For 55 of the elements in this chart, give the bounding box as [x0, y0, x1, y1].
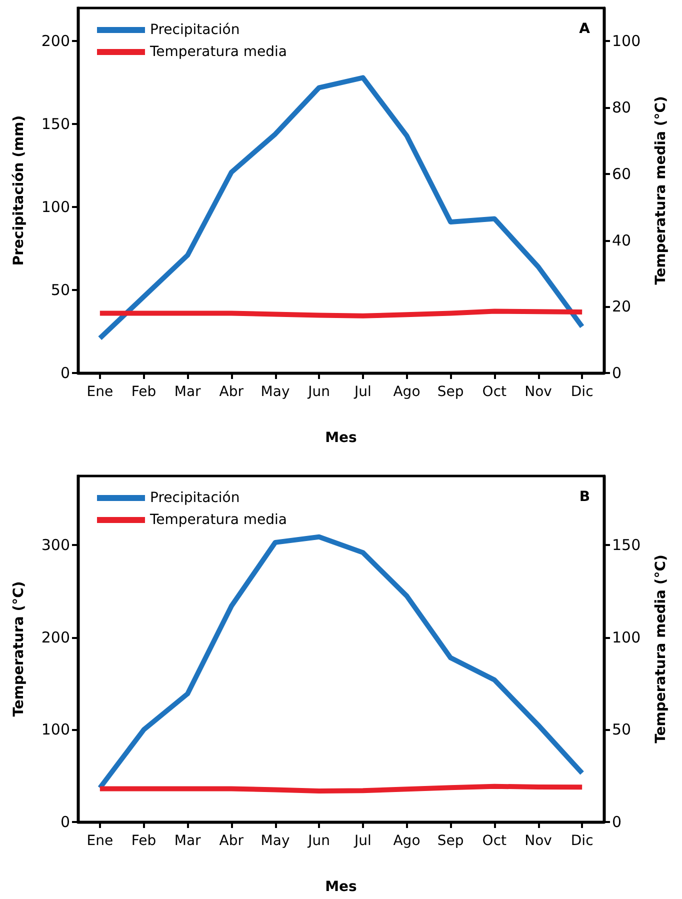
y-axis-title: Temperatura (°C)	[11, 581, 27, 717]
x-tick-label: Jul	[353, 384, 372, 400]
y-tick-label: 100	[41, 198, 70, 216]
x-tick-label: Nov	[524, 384, 552, 400]
x-tick-label: Sep	[437, 833, 464, 849]
legend-label: Temperatura media	[149, 512, 288, 528]
x-tick-label: Jun	[307, 833, 330, 849]
x-tick-label: Abr	[219, 384, 244, 400]
legend-label: Precipitación	[150, 22, 240, 38]
y-tick-label: 150	[41, 115, 70, 134]
x-tick-label: Dic	[570, 384, 594, 400]
x-tick-label: Dic	[570, 833, 594, 849]
x-tick-label: Mar	[174, 384, 202, 400]
x-tick-label: Feb	[131, 384, 156, 400]
x-tick-label: Ene	[86, 384, 114, 400]
y-tick-label: 50	[50, 281, 70, 300]
y-tick-label: 300	[41, 536, 70, 554]
y2-tick-label: 150	[612, 536, 641, 554]
x-tick-label: Feb	[131, 833, 156, 849]
x-tick-label: Ago	[393, 833, 420, 849]
y-tick-label: 200	[41, 628, 70, 646]
y2-axis-title: Temperatura media (°C)	[653, 554, 669, 744]
x-tick-label: May	[260, 384, 290, 400]
annotation: B	[579, 489, 590, 505]
x-tick-label: Jun	[307, 384, 330, 400]
y2-tick-label: 60	[612, 164, 632, 183]
y2-tick-label: 100	[612, 32, 641, 50]
y2-tick-label: 40	[612, 231, 632, 250]
x-tick-label: Mar	[174, 833, 202, 849]
legend-label: Temperatura media	[149, 44, 288, 60]
y2-tick-label: 50	[612, 720, 632, 739]
y-tick-label: 0	[60, 813, 70, 831]
y2-tick-label: 0	[612, 364, 622, 382]
x-axis-title: Mes	[325, 879, 357, 895]
x-tick-label: Oct	[482, 384, 508, 400]
x-tick-label: Sep	[437, 384, 464, 400]
y2-tick-label: 100	[612, 628, 641, 646]
y-tick-label: 200	[41, 32, 70, 50]
x-tick-label: May	[260, 833, 290, 849]
x-tick-label: Jul	[353, 833, 372, 849]
annotation: A	[579, 21, 590, 37]
x-tick-label: Nov	[524, 833, 552, 849]
x-axis-title: Mes	[325, 430, 357, 446]
x-tick-label: Oct	[482, 833, 508, 849]
y-tick-label: 0	[60, 364, 70, 382]
y2-tick-label: 20	[612, 298, 632, 316]
y-axis-title: Precipitación (mm)	[11, 115, 27, 266]
y2-axis-title: Temperatura media (°C)	[653, 96, 669, 285]
y2-tick-label: 80	[612, 98, 632, 117]
y2-tick-label: 0	[612, 813, 622, 831]
legend-label: Precipitación	[150, 490, 240, 506]
x-tick-label: Abr	[219, 833, 244, 849]
x-tick-label: Ene	[86, 833, 114, 849]
y-tick-label: 100	[41, 720, 70, 739]
x-tick-label: Ago	[393, 384, 420, 400]
